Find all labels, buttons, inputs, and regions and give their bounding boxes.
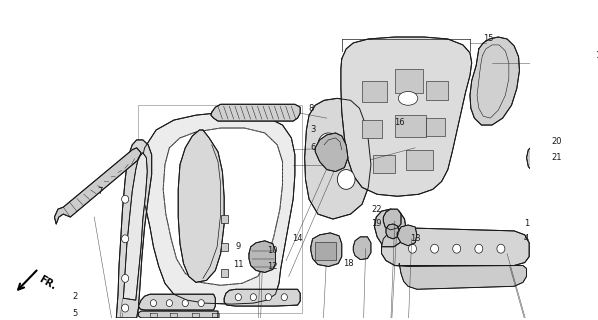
Polygon shape — [249, 241, 276, 272]
Circle shape — [182, 300, 188, 307]
Polygon shape — [138, 294, 215, 310]
Text: 13: 13 — [410, 234, 420, 243]
Text: FR.: FR. — [36, 275, 57, 292]
Text: 11: 11 — [233, 260, 243, 269]
Text: 17: 17 — [594, 51, 598, 60]
Circle shape — [121, 304, 129, 312]
Text: 22: 22 — [371, 204, 382, 214]
Text: 7: 7 — [97, 187, 103, 196]
Text: 15: 15 — [483, 35, 494, 44]
Bar — [221, 215, 228, 223]
Polygon shape — [341, 37, 472, 196]
Text: 6: 6 — [311, 143, 316, 152]
Polygon shape — [374, 209, 406, 247]
Circle shape — [431, 244, 438, 253]
Bar — [426, 118, 445, 136]
Bar — [221, 243, 228, 251]
Circle shape — [318, 133, 339, 157]
Text: 12: 12 — [267, 262, 277, 271]
Text: 1: 1 — [524, 220, 529, 228]
Polygon shape — [311, 233, 342, 267]
Circle shape — [166, 300, 172, 307]
Bar — [362, 81, 387, 102]
Text: 2: 2 — [72, 292, 77, 301]
Polygon shape — [353, 237, 371, 260]
Bar — [426, 81, 448, 100]
Polygon shape — [138, 112, 295, 304]
Polygon shape — [386, 224, 399, 239]
Circle shape — [121, 235, 129, 243]
Circle shape — [281, 294, 288, 301]
Polygon shape — [138, 311, 218, 318]
Polygon shape — [224, 289, 300, 306]
Ellipse shape — [398, 92, 418, 105]
Circle shape — [235, 294, 242, 301]
Polygon shape — [382, 228, 529, 267]
Text: 16: 16 — [394, 117, 404, 127]
Circle shape — [408, 244, 416, 253]
Text: 10: 10 — [267, 246, 277, 255]
Circle shape — [453, 244, 460, 253]
Text: 8: 8 — [308, 104, 313, 113]
Polygon shape — [315, 133, 348, 172]
Polygon shape — [211, 104, 300, 121]
Polygon shape — [383, 209, 401, 230]
Polygon shape — [117, 140, 152, 318]
Text: 18: 18 — [343, 259, 353, 268]
Polygon shape — [398, 225, 417, 246]
Bar — [395, 115, 426, 137]
Circle shape — [121, 275, 129, 282]
Bar — [315, 242, 337, 260]
Bar — [362, 120, 382, 138]
Polygon shape — [526, 143, 553, 174]
Polygon shape — [304, 98, 371, 219]
Text: 21: 21 — [551, 153, 562, 162]
Polygon shape — [123, 153, 147, 300]
Text: 3: 3 — [311, 125, 316, 134]
Circle shape — [121, 195, 129, 203]
Circle shape — [266, 294, 271, 301]
Circle shape — [150, 300, 157, 307]
Bar — [373, 155, 395, 172]
Circle shape — [337, 170, 355, 189]
Circle shape — [475, 244, 483, 253]
Text: 5: 5 — [72, 308, 77, 317]
Bar — [221, 269, 228, 277]
Circle shape — [198, 300, 205, 307]
Text: 9: 9 — [236, 242, 241, 251]
Bar — [406, 150, 433, 170]
Polygon shape — [163, 128, 282, 285]
Polygon shape — [178, 130, 224, 282]
Text: 20: 20 — [551, 137, 562, 146]
Polygon shape — [532, 158, 550, 177]
Circle shape — [250, 294, 257, 301]
Polygon shape — [399, 264, 526, 289]
Bar — [138, 105, 302, 313]
Text: 19: 19 — [371, 220, 382, 228]
Text: 4: 4 — [524, 234, 529, 243]
Text: 14: 14 — [292, 234, 303, 243]
Polygon shape — [470, 37, 520, 125]
Bar — [395, 69, 423, 93]
Polygon shape — [54, 148, 141, 224]
Circle shape — [497, 244, 505, 253]
